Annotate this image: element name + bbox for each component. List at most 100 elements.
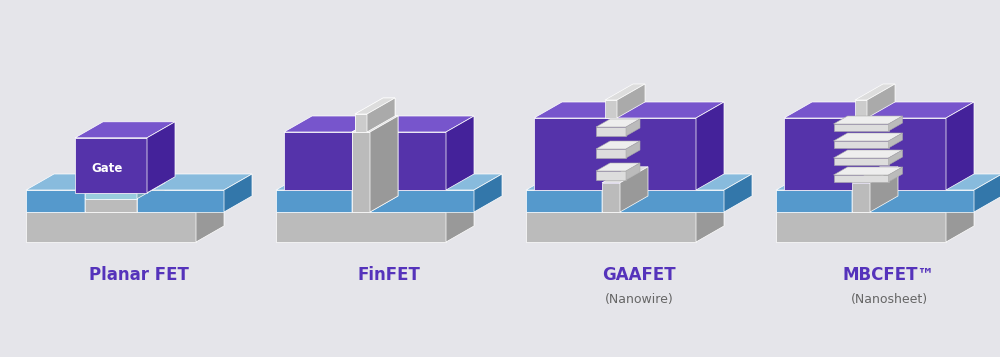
- Polygon shape: [834, 141, 889, 148]
- Polygon shape: [834, 150, 903, 158]
- Polygon shape: [85, 174, 113, 212]
- Polygon shape: [855, 84, 895, 100]
- Polygon shape: [446, 196, 474, 242]
- Text: Gate: Gate: [92, 162, 123, 175]
- Polygon shape: [626, 141, 640, 158]
- Polygon shape: [352, 174, 380, 212]
- Polygon shape: [889, 167, 903, 182]
- Polygon shape: [867, 84, 895, 118]
- Polygon shape: [75, 138, 147, 193]
- Polygon shape: [85, 177, 165, 193]
- Polygon shape: [276, 174, 380, 190]
- Polygon shape: [889, 133, 903, 148]
- Polygon shape: [75, 122, 175, 138]
- Polygon shape: [355, 114, 367, 132]
- Polygon shape: [696, 102, 724, 190]
- Polygon shape: [776, 196, 974, 212]
- Polygon shape: [626, 119, 640, 136]
- Polygon shape: [855, 100, 867, 118]
- Polygon shape: [355, 98, 395, 114]
- Polygon shape: [852, 167, 898, 183]
- Polygon shape: [196, 196, 224, 242]
- Polygon shape: [870, 167, 898, 212]
- Text: GAAFET: GAAFET: [602, 266, 676, 284]
- Polygon shape: [526, 196, 724, 212]
- Polygon shape: [26, 174, 113, 190]
- Text: (Nanowire): (Nanowire): [605, 292, 673, 306]
- Polygon shape: [834, 133, 903, 141]
- Polygon shape: [26, 190, 85, 212]
- Polygon shape: [946, 102, 974, 190]
- Polygon shape: [276, 190, 352, 212]
- Polygon shape: [852, 183, 870, 212]
- Polygon shape: [526, 174, 630, 190]
- Polygon shape: [137, 177, 165, 199]
- Polygon shape: [602, 174, 630, 212]
- Polygon shape: [352, 132, 370, 212]
- Polygon shape: [224, 174, 252, 212]
- Polygon shape: [784, 102, 974, 118]
- Polygon shape: [446, 116, 474, 190]
- Polygon shape: [352, 116, 398, 132]
- Polygon shape: [596, 141, 640, 149]
- Polygon shape: [889, 116, 903, 131]
- Polygon shape: [620, 190, 724, 212]
- Polygon shape: [367, 98, 395, 132]
- Polygon shape: [26, 212, 196, 242]
- Polygon shape: [974, 174, 1000, 212]
- Polygon shape: [620, 167, 648, 212]
- Polygon shape: [352, 132, 370, 212]
- Polygon shape: [137, 183, 165, 212]
- Polygon shape: [605, 84, 645, 100]
- Polygon shape: [776, 174, 880, 190]
- Polygon shape: [85, 193, 137, 199]
- Polygon shape: [870, 174, 1000, 190]
- Polygon shape: [776, 190, 852, 212]
- Text: FinFET: FinFET: [358, 266, 420, 284]
- Polygon shape: [526, 190, 602, 212]
- Polygon shape: [26, 196, 224, 212]
- Polygon shape: [696, 196, 724, 242]
- Text: Planar FET: Planar FET: [89, 266, 189, 284]
- Polygon shape: [137, 190, 224, 212]
- Polygon shape: [534, 118, 696, 190]
- Polygon shape: [834, 158, 889, 165]
- Polygon shape: [617, 84, 645, 118]
- Text: MBCFET™: MBCFET™: [843, 266, 935, 284]
- Polygon shape: [596, 127, 626, 136]
- Polygon shape: [85, 199, 137, 212]
- Polygon shape: [355, 98, 395, 114]
- Polygon shape: [534, 102, 724, 118]
- Polygon shape: [284, 132, 446, 190]
- Polygon shape: [596, 119, 640, 127]
- Polygon shape: [137, 174, 252, 190]
- Polygon shape: [284, 116, 474, 132]
- Polygon shape: [85, 183, 165, 199]
- Polygon shape: [367, 98, 395, 132]
- Polygon shape: [370, 116, 398, 212]
- Polygon shape: [355, 114, 367, 132]
- Polygon shape: [526, 212, 696, 242]
- Text: (Nanosheet): (Nanosheet): [850, 292, 928, 306]
- Polygon shape: [870, 190, 974, 212]
- Polygon shape: [946, 196, 974, 242]
- Polygon shape: [776, 212, 946, 242]
- Polygon shape: [596, 171, 626, 180]
- Polygon shape: [474, 174, 502, 212]
- Polygon shape: [834, 175, 889, 182]
- Polygon shape: [889, 150, 903, 165]
- Polygon shape: [834, 116, 903, 124]
- Polygon shape: [620, 174, 752, 190]
- Polygon shape: [724, 174, 752, 212]
- Polygon shape: [834, 124, 889, 131]
- Polygon shape: [147, 122, 175, 193]
- Polygon shape: [852, 174, 880, 212]
- Polygon shape: [596, 163, 640, 171]
- Polygon shape: [596, 149, 626, 158]
- Polygon shape: [276, 196, 474, 212]
- Polygon shape: [276, 212, 446, 242]
- Polygon shape: [370, 190, 474, 212]
- Polygon shape: [602, 183, 620, 212]
- Polygon shape: [602, 167, 648, 183]
- Polygon shape: [784, 118, 946, 190]
